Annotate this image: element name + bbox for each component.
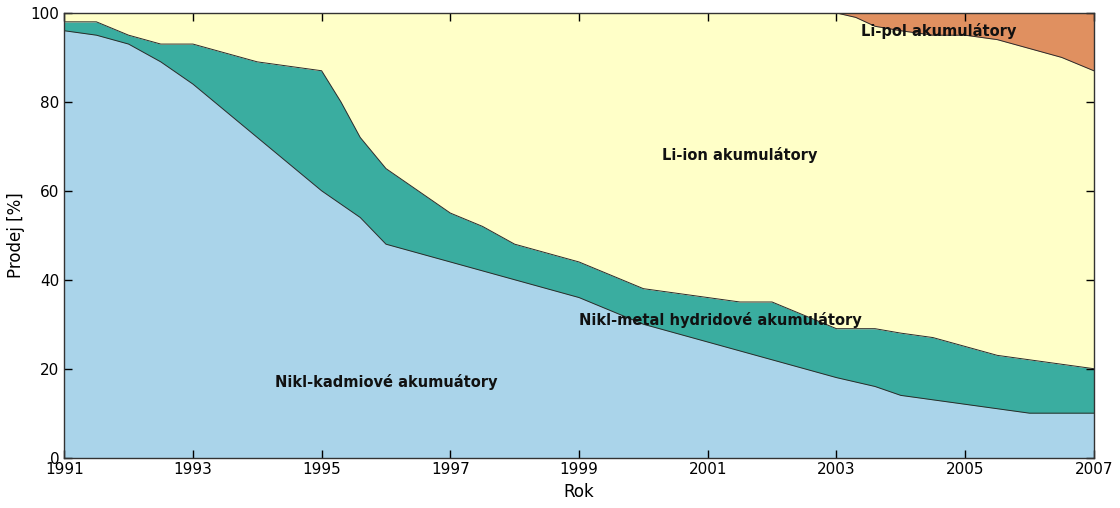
X-axis label: Rok: Rok bbox=[563, 483, 595, 501]
Text: Nikl-kadmiové akumuátory: Nikl-kadmiové akumuátory bbox=[274, 374, 497, 390]
Text: Nikl-metal hydridové akumulátory: Nikl-metal hydridové akumulátory bbox=[579, 312, 862, 328]
Text: Li-pol akumulátory: Li-pol akumulátory bbox=[861, 23, 1017, 39]
Y-axis label: Prodej [%]: Prodej [%] bbox=[7, 193, 25, 278]
Text: Li-ion akumulátory: Li-ion akumulátory bbox=[662, 147, 818, 163]
